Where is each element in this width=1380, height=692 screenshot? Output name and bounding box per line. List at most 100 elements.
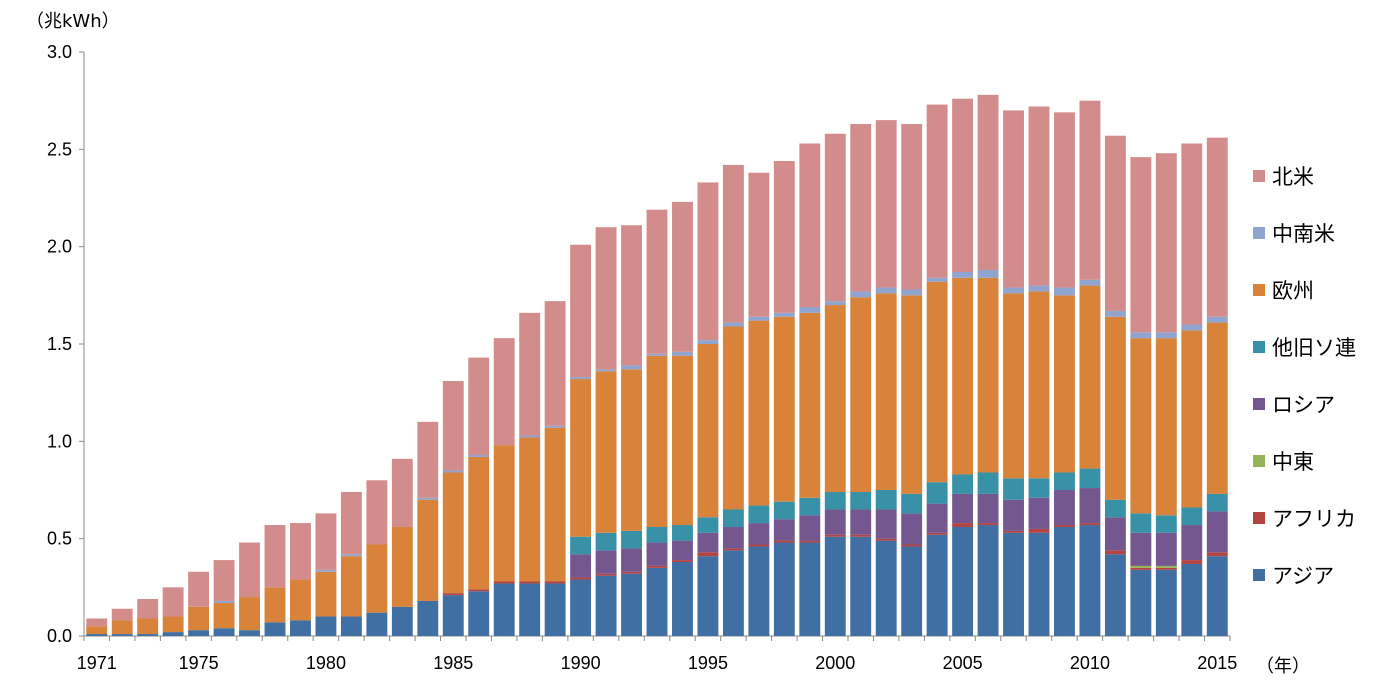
bar-segment [799, 540, 821, 543]
bar-segment [468, 591, 490, 636]
bar-segment [290, 620, 311, 636]
bar-segment [621, 571, 642, 574]
bar-stack-2010 [1079, 100, 1101, 636]
x-tick-label: 2000 [815, 653, 855, 673]
bar-segment [493, 338, 515, 446]
bar-stack-1977 [239, 542, 260, 636]
bar-segment [1054, 490, 1075, 526]
bar-stack-2000 [824, 133, 846, 636]
bar-segment [977, 270, 999, 278]
legend-label: 北米 [1272, 165, 1314, 189]
bar-stack-1983 [391, 458, 413, 636]
x-tick-label: 2015 [1197, 653, 1237, 673]
x-tick-label: 1971 [77, 653, 117, 673]
x-axis: 1971 1975 1980 1985 1990 1995 2000 2005 2010 2015 [77, 635, 1237, 673]
bar-segment [799, 542, 821, 636]
bar-segment [519, 435, 541, 438]
bar-segment [493, 445, 515, 582]
bar-segment [926, 104, 948, 278]
bar-segment [977, 472, 999, 494]
bar-stack-1986 [468, 357, 490, 636]
bar-segment [1028, 497, 1050, 529]
bar-segment [977, 493, 999, 524]
bar-segment [213, 600, 235, 603]
bar-segment [1130, 157, 1152, 333]
bar-stack-2014 [1181, 143, 1203, 636]
bar-segment [850, 536, 872, 636]
bar-segment [646, 565, 668, 568]
bar-segment [901, 544, 923, 547]
legend-label: アジア [1272, 564, 1334, 588]
y-tick-label: 2.0 [47, 237, 72, 257]
bar-segment [468, 589, 490, 592]
bar-segment [493, 583, 515, 636]
bar-segment [646, 355, 668, 527]
bar-segment [1130, 332, 1152, 339]
bar-segment [901, 493, 923, 514]
bar-segment [519, 312, 541, 436]
bar-segment [773, 312, 795, 317]
bar-segment [672, 351, 693, 356]
bar-segment [722, 326, 744, 510]
bar-segment [875, 538, 897, 541]
bar-segment [672, 540, 693, 561]
bar-segment [1104, 550, 1126, 555]
bar-segment [697, 182, 719, 341]
bar-segment [773, 501, 795, 520]
bar-segment [188, 630, 210, 636]
bar-segment [493, 581, 515, 584]
bar-segment [621, 548, 642, 572]
bar-segment [1181, 525, 1203, 561]
bar-segment [86, 634, 108, 636]
bar-segment [621, 225, 642, 366]
bar-segment [1130, 513, 1152, 533]
bar-segment [748, 523, 770, 545]
bar-segment [570, 377, 592, 380]
bar-segment [570, 536, 592, 555]
bar-segment [595, 369, 617, 372]
bar-segment [748, 546, 770, 636]
x-tick-label: 2010 [1070, 653, 1110, 673]
bar-segment [1079, 279, 1101, 286]
bar-segment [315, 513, 337, 570]
bar-segment [340, 491, 362, 555]
bar-stack-1990 [570, 244, 592, 636]
bar-segment [824, 536, 846, 636]
bar-segment [391, 458, 413, 527]
bar-segment [264, 525, 286, 588]
bar-segment [875, 540, 897, 636]
bar-segment [697, 532, 719, 553]
bar-segment [239, 542, 260, 598]
legend-item: 中南米 [1253, 222, 1335, 246]
bars-layer [86, 94, 1228, 636]
bar-segment [417, 600, 439, 636]
bar-segment [875, 120, 897, 288]
bar-segment [162, 616, 184, 633]
legend-item: アフリカ [1253, 507, 1356, 531]
bar-segment [697, 552, 719, 557]
bar-segment [926, 532, 948, 535]
bar-segment [646, 526, 668, 543]
bar-segment [86, 626, 108, 635]
bar-segment [621, 573, 642, 636]
bar-stack-2011 [1104, 135, 1126, 636]
bar-segment [391, 526, 413, 607]
legend-item: アジア [1253, 564, 1334, 588]
legend-swatch [1253, 170, 1265, 182]
bar-stack-2007 [1003, 110, 1024, 636]
bar-stack-1973 [137, 599, 159, 636]
bar-segment [264, 622, 286, 636]
bar-segment [1104, 554, 1126, 636]
bar-segment [824, 305, 846, 492]
bar-segment [646, 353, 668, 356]
bar-stack-1972 [111, 608, 133, 636]
bar-segment [1206, 556, 1228, 636]
bar-segment [1003, 530, 1024, 533]
y-axis: 0.0 0.5 1.0 1.5 2.0 2.5 3.0 [47, 42, 85, 646]
bar-segment [1155, 332, 1177, 339]
bar-segment [137, 618, 159, 635]
bar-segment [977, 277, 999, 473]
bar-stack-1985 [442, 380, 464, 636]
bar-stack-2001 [850, 124, 872, 636]
bar-segment [1181, 507, 1203, 526]
